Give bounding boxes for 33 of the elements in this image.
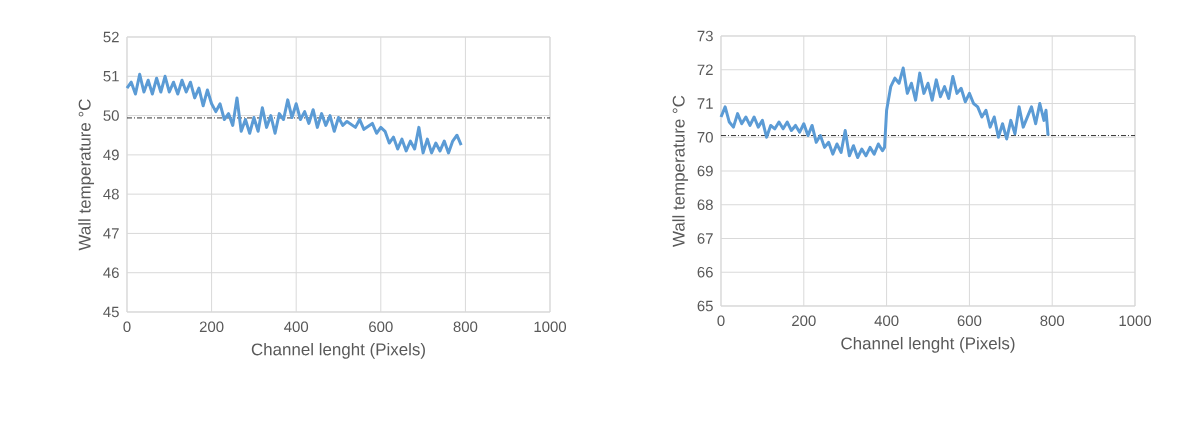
x-tick-label: 400 (874, 315, 899, 327)
x-tick-label: 800 (453, 321, 478, 333)
x-tick-label: 600 (957, 315, 982, 327)
x-tick-label: 200 (199, 321, 224, 333)
x-tick-label: 600 (369, 321, 393, 333)
y-axis-title: Wall temperature °C (672, 95, 689, 247)
x-tick-label: 0 (123, 321, 131, 333)
y-tick-label: 66 (697, 266, 713, 278)
y-tick-label: 69 (697, 165, 713, 177)
y-tick-label: 52 (103, 31, 119, 43)
y-tick-label: 68 (697, 199, 713, 211)
x-tick-label: 200 (792, 315, 816, 327)
y-tick-label: 67 (697, 233, 713, 244)
y-tick-label: 51 (103, 71, 119, 82)
x-tick-label: 1000 (1119, 315, 1152, 327)
y-tick-label: 49 (103, 149, 119, 161)
y-tick-label: 70 (697, 131, 713, 143)
y-tick-label: 72 (697, 64, 713, 75)
y-tick-label: 45 (103, 306, 119, 318)
x-tick-label: 1000 (534, 321, 567, 333)
y-axis-title: Wall temperature °C (78, 99, 95, 251)
y-tick-label: 47 (103, 228, 119, 239)
x-axis-title: Channel lenght (Pixels) (251, 342, 425, 359)
y-tick-label: 50 (103, 110, 119, 121)
y-tick-label: 48 (103, 188, 119, 200)
x-tick-label: 0 (717, 315, 725, 327)
x-tick-label: 400 (284, 321, 309, 333)
x-tick-label: 800 (1040, 315, 1065, 327)
x-axis-title: Channel lenght (Pixels) (841, 336, 1015, 353)
y-tick-label: 65 (697, 300, 713, 312)
y-tick-label: 46 (103, 267, 119, 278)
y-tick-label: 73 (697, 30, 713, 42)
y-tick-label: 71 (697, 98, 713, 109)
